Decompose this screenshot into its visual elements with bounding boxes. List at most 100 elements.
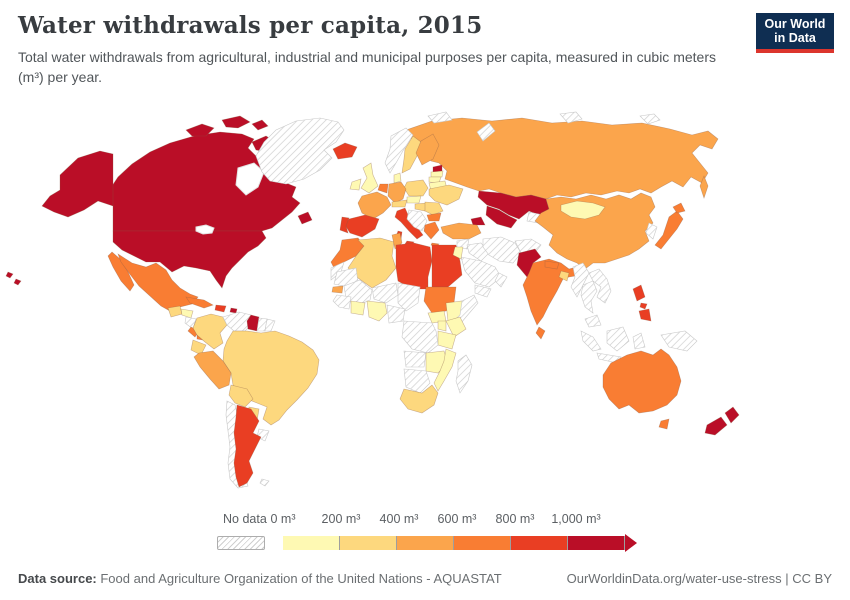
country-ukraine[interactable] bbox=[428, 184, 464, 206]
country-indonesia-borneo[interactable] bbox=[606, 326, 630, 352]
country-romania[interactable] bbox=[424, 201, 444, 216]
country-italy[interactable] bbox=[394, 207, 424, 240]
country-tanzania[interactable] bbox=[437, 330, 457, 350]
country-puerto-rico[interactable] bbox=[229, 307, 238, 314]
country-uganda[interactable] bbox=[437, 320, 447, 332]
country-senegal[interactable] bbox=[331, 285, 344, 294]
country-guatemala[interactable] bbox=[167, 305, 183, 318]
country-portugal[interactable] bbox=[339, 216, 350, 234]
country-norway[interactable] bbox=[384, 127, 414, 174]
country-benelux[interactable] bbox=[377, 183, 389, 194]
country-india[interactable] bbox=[522, 258, 582, 326]
country-cuba[interactable] bbox=[185, 296, 214, 309]
country-philippines-visayas[interactable] bbox=[639, 302, 648, 310]
country-balkans[interactable] bbox=[406, 209, 428, 232]
country-malaysia[interactable] bbox=[584, 314, 602, 328]
country-japan-hokkaido[interactable] bbox=[672, 202, 686, 214]
country-australia-tasmania[interactable] bbox=[658, 418, 670, 430]
country-mongolia[interactable] bbox=[560, 200, 606, 220]
country-canada-arctic-3[interactable] bbox=[251, 119, 269, 131]
country-algeria[interactable] bbox=[347, 237, 397, 289]
country-denmark[interactable] bbox=[393, 172, 402, 184]
country-saudi-arabia[interactable] bbox=[460, 256, 502, 288]
country-guyana[interactable] bbox=[246, 314, 260, 332]
no-data-swatch[interactable] bbox=[217, 536, 265, 550]
country-russia-sakhalin[interactable] bbox=[699, 175, 709, 199]
country-iran[interactable] bbox=[482, 236, 522, 264]
country-argentina[interactable] bbox=[233, 404, 262, 488]
country-arctic-islands-2[interactable] bbox=[639, 113, 661, 125]
country-canada-arctic-1[interactable] bbox=[185, 123, 215, 137]
country-libya[interactable] bbox=[395, 242, 433, 290]
country-usa-hawaii-2[interactable] bbox=[13, 278, 22, 286]
legend-bin-1[interactable] bbox=[283, 536, 340, 550]
country-japan[interactable] bbox=[654, 210, 684, 250]
country-bulgaria[interactable] bbox=[426, 212, 442, 222]
country-angola[interactable] bbox=[403, 350, 427, 368]
country-colombia[interactable] bbox=[192, 313, 228, 350]
country-chad[interactable] bbox=[397, 282, 421, 312]
country-myanmar[interactable] bbox=[570, 262, 590, 298]
country-bolivia[interactable] bbox=[228, 384, 254, 408]
country-french-guiana[interactable] bbox=[264, 318, 276, 332]
country-bangladesh[interactable] bbox=[558, 270, 570, 282]
country-arctic-islands-1[interactable] bbox=[559, 111, 583, 124]
country-greenland[interactable] bbox=[255, 117, 345, 185]
legend-bin-4[interactable] bbox=[454, 536, 511, 550]
country-svalbard[interactable] bbox=[427, 111, 453, 124]
country-nepal[interactable] bbox=[544, 260, 560, 270]
country-namibia-botswana[interactable] bbox=[403, 368, 431, 394]
legend-bin-3[interactable] bbox=[397, 536, 454, 550]
country-uzbekistan-turkmenistan[interactable] bbox=[485, 205, 518, 229]
country-nigeria[interactable] bbox=[366, 300, 388, 322]
country-indonesia-sulawesi[interactable] bbox=[632, 332, 646, 350]
country-spain[interactable] bbox=[344, 214, 380, 238]
country-new-zealand-south[interactable] bbox=[704, 416, 728, 436]
legend-bin-2[interactable] bbox=[340, 536, 397, 550]
country-peru[interactable] bbox=[193, 350, 232, 390]
country-cameroon-central-africa[interactable] bbox=[386, 304, 406, 324]
country-finland[interactable] bbox=[415, 133, 440, 166]
country-greece[interactable] bbox=[423, 221, 440, 240]
country-germany[interactable] bbox=[387, 181, 407, 204]
country-new-zealand-north[interactable] bbox=[724, 406, 740, 424]
country-estonia[interactable] bbox=[432, 164, 443, 173]
country-azerbaijan[interactable] bbox=[470, 216, 486, 226]
country-czechia-slovakia[interactable] bbox=[406, 195, 422, 204]
country-indonesia-sumatra[interactable] bbox=[580, 330, 602, 352]
legend-bin-6[interactable] bbox=[568, 536, 625, 550]
country-sweden[interactable] bbox=[401, 135, 422, 174]
owid-link[interactable]: OurWorldinData.org/water-use-stress | CC… bbox=[566, 571, 832, 586]
country-madagascar[interactable] bbox=[455, 354, 473, 394]
country-oman[interactable] bbox=[494, 272, 508, 288]
country-korea[interactable] bbox=[645, 222, 658, 240]
country-ghana-cote-divoire[interactable] bbox=[350, 300, 366, 316]
country-south-africa[interactable] bbox=[399, 384, 439, 414]
country-iceland[interactable] bbox=[332, 142, 358, 160]
country-guinea-region[interactable] bbox=[332, 294, 352, 310]
country-kenya[interactable] bbox=[445, 316, 467, 338]
country-syria[interactable] bbox=[456, 238, 470, 250]
country-australia[interactable] bbox=[602, 348, 682, 414]
country-vietnam-laos-cambodia[interactable] bbox=[588, 268, 612, 304]
country-falkland-islands[interactable] bbox=[259, 478, 270, 487]
country-latvia[interactable] bbox=[430, 170, 444, 178]
country-united-kingdom[interactable] bbox=[360, 162, 379, 194]
country-france[interactable] bbox=[357, 191, 392, 220]
country-philippines-luzon[interactable] bbox=[632, 284, 646, 302]
country-ireland[interactable] bbox=[349, 178, 362, 191]
country-usa-alaska[interactable] bbox=[41, 150, 114, 218]
country-niger[interactable] bbox=[371, 282, 399, 304]
country-hispaniola[interactable] bbox=[214, 304, 227, 313]
country-usa-hawaii[interactable] bbox=[5, 271, 14, 279]
country-usa[interactable] bbox=[112, 230, 267, 289]
country-mozambique[interactable] bbox=[433, 348, 457, 392]
country-papua-new-guinea[interactable] bbox=[660, 330, 698, 352]
country-honduras[interactable] bbox=[180, 308, 194, 319]
country-canada-newfoundland[interactable] bbox=[297, 211, 313, 225]
country-thailand[interactable] bbox=[580, 280, 598, 314]
legend-bin-5[interactable] bbox=[511, 536, 568, 550]
country-turkey[interactable] bbox=[440, 222, 482, 240]
country-switzerland-austria[interactable] bbox=[391, 199, 408, 208]
owid-logo[interactable]: Our World in Data bbox=[756, 13, 834, 53]
